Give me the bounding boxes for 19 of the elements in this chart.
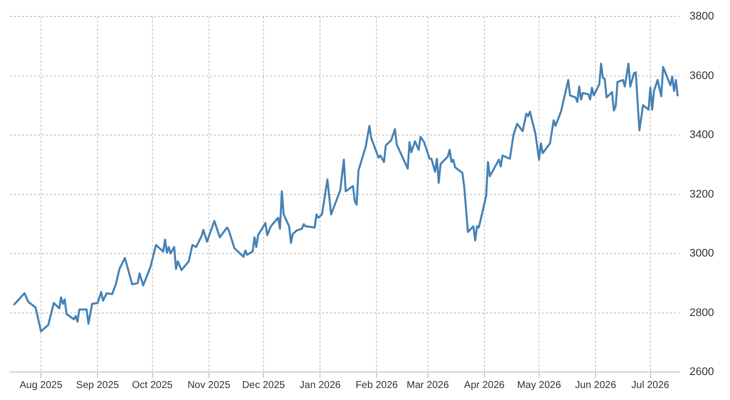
- x-tick-label: Jul 2026: [631, 380, 670, 391]
- y-tick-label: 3400: [690, 129, 714, 142]
- y-tick-label: 3600: [690, 70, 714, 82]
- x-tick-label: Nov 2025: [187, 380, 231, 391]
- y-tick-label: 3000: [690, 248, 714, 260]
- x-tick-label: Sep 2025: [76, 380, 120, 391]
- x-tick-label: Apr 2026: [464, 380, 506, 391]
- x-tick-label: Dec 2025: [242, 380, 286, 391]
- x-tick-label: Aug 2025: [20, 380, 63, 391]
- y-tick-label: 2800: [690, 306, 714, 319]
- x-tick-label: Mar 2026: [406, 380, 450, 391]
- x-tick-label: May 2026: [517, 380, 562, 391]
- y-tick-label: 3200: [690, 188, 714, 200]
- x-tick-label: Feb 2026: [356, 380, 398, 391]
- y-tick-label: 3800: [690, 10, 714, 23]
- y-tick-label: 2600: [690, 366, 714, 378]
- x-tick-label: Oct 2025: [132, 380, 174, 391]
- x-tick-label: Jun 2026: [575, 380, 617, 391]
- x-tick-label: Jan 2026: [300, 380, 342, 391]
